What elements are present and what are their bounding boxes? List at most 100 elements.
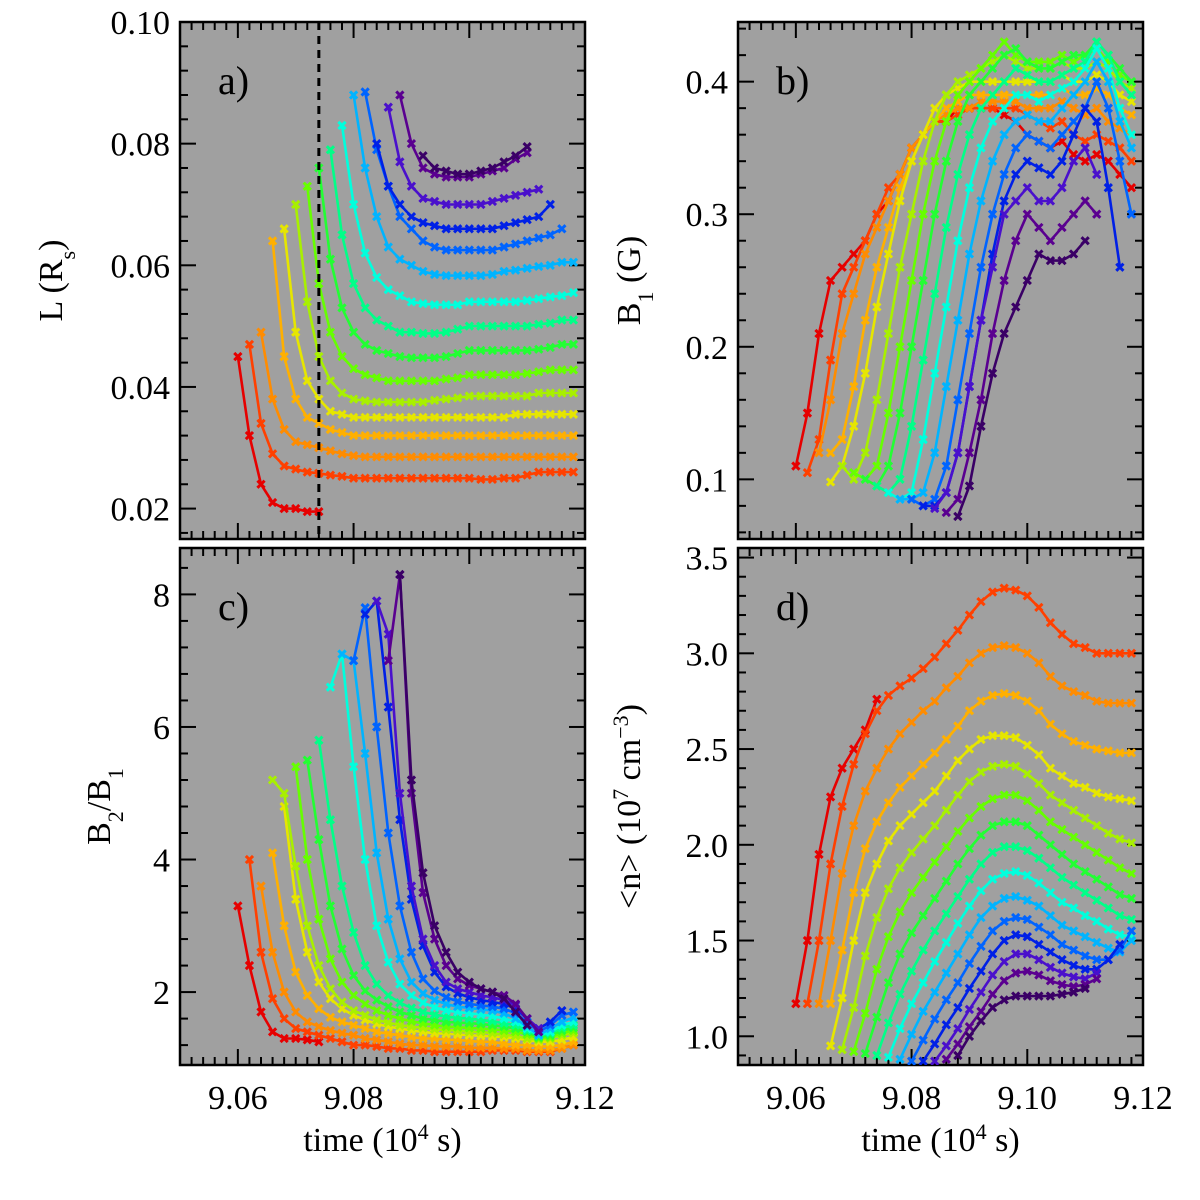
data-point [999,209,1009,219]
data-point [267,497,278,508]
data-point [1034,922,1044,932]
data-point [906,342,917,352]
data-point [1092,847,1102,858]
data-point [976,421,986,431]
data-point [895,1054,905,1064]
data-point [1022,796,1032,806]
data-point [476,412,486,423]
data-point [987,1002,998,1013]
data-point [325,1012,336,1022]
data-point [1011,930,1021,940]
data-point [883,249,894,259]
data-point [1126,143,1137,153]
data-point [534,409,544,419]
data-point [267,394,278,404]
data-point [360,163,370,173]
data-point [1080,782,1090,793]
data-point [418,163,428,173]
data-point [976,696,986,706]
x-axis-title-sup: 4 [976,1119,987,1144]
data-point [291,762,301,772]
data-point [1103,76,1113,87]
data-point [487,196,498,207]
data-point [1080,156,1090,166]
data-point [418,934,428,944]
data-point [1080,103,1090,113]
data-point [930,857,940,867]
data-point [964,706,975,716]
y-axis-title-rest: /B [81,779,118,811]
data-point [976,987,986,997]
data-point [1092,974,1102,984]
data-point [557,257,567,267]
data-point [860,843,870,854]
data-point [453,300,463,310]
data-point [360,854,370,865]
data-point [372,921,382,931]
data-point [418,328,428,339]
data-point [568,409,579,419]
data-point [325,424,336,435]
y-tick-label: 0.06 [111,248,171,285]
data-point [860,786,870,796]
data-point [522,187,532,197]
data-point [918,706,928,716]
data-point [883,222,894,233]
data-point [302,1035,312,1045]
data-point [522,430,532,441]
data-point [267,848,278,858]
data-point [534,211,544,222]
data-point [906,156,917,166]
data-point [557,1005,567,1016]
data-point [429,395,440,405]
data-point [325,682,336,692]
data-point [976,103,986,113]
data-point [499,345,509,356]
data-point [1022,740,1032,750]
data-point [453,324,463,334]
data-point [825,448,836,458]
data-point [953,1023,963,1034]
data-point [860,888,870,898]
data-point [1068,945,1079,955]
data-point [1080,983,1090,994]
data-point [849,381,859,392]
data-point [522,368,532,379]
data-point [1022,820,1032,831]
axis-ticks [737,22,1144,539]
data-point [1011,866,1021,877]
data-point [314,1030,324,1040]
data-point [337,427,347,438]
data-point [441,245,451,255]
data-point [964,76,975,87]
data-point [441,351,451,362]
data-point [441,300,451,310]
data-point [441,166,451,176]
data-point [976,941,986,951]
data-point [1011,236,1021,246]
y-tick-label: 2 [153,975,170,1012]
data-point [1034,222,1044,233]
data-point [1057,130,1067,140]
data-point [291,464,301,474]
data-point [941,842,951,852]
data-point [1034,878,1044,888]
data-point [487,321,498,331]
data-point [953,625,963,635]
data-point [510,452,521,462]
panel-label: d) [776,584,809,629]
data-point [1068,63,1079,74]
data-point [499,193,509,204]
data-point [372,272,382,283]
data-point [418,236,428,246]
data-point [1011,196,1021,206]
y-axis-title-sub2: 1 [103,768,128,779]
data-point [883,884,894,894]
data-point [395,473,405,483]
data-point [372,1027,382,1037]
plot-frame [178,20,587,541]
data-point [999,76,1009,87]
data-point [1057,83,1067,93]
data-point [999,868,1009,879]
data-point [476,984,486,994]
